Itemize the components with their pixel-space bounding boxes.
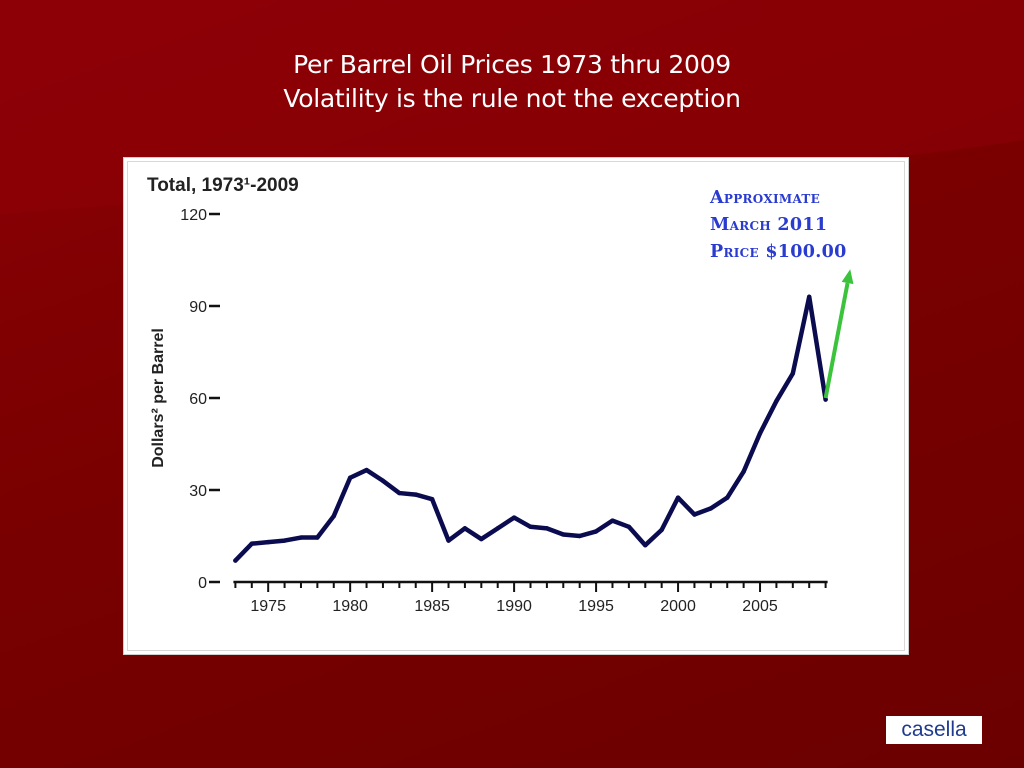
data-point-1984 — [413, 492, 418, 497]
data-point-2003 — [725, 495, 730, 500]
data-point-1978 — [315, 535, 320, 540]
annotation-line2: March 2011 — [710, 215, 828, 235]
y-tick-label: 30 — [189, 483, 207, 500]
y-tick-label: 60 — [189, 391, 207, 408]
chart-inner-border — [127, 161, 905, 651]
data-point-2006 — [774, 398, 779, 404]
data-point-1995 — [593, 529, 599, 534]
data-point-1982 — [380, 478, 386, 483]
data-point-1974 — [249, 541, 254, 546]
data-point-2009 — [823, 397, 828, 402]
data-point-2004 — [741, 469, 746, 474]
y-tick-label: 120 — [180, 207, 207, 224]
series-layer — [233, 294, 828, 563]
series-line-0 — [233, 294, 828, 563]
data-point-2000 — [675, 495, 681, 500]
x-axis: 1975 1980 1985 1990 1995 2000 2005 — [233, 580, 828, 615]
data-point-2002 — [708, 506, 714, 511]
data-point-1983 — [397, 490, 402, 496]
data-point-1985 — [429, 497, 435, 502]
data-point-2007 — [790, 371, 796, 376]
data-point-1979 — [331, 513, 336, 519]
slide-title-line1: Per Barrel Oil Prices 1973 thru 2009 — [293, 50, 731, 79]
data-point-1975 — [265, 539, 271, 545]
data-point-1999 — [659, 527, 664, 533]
data-point-1998 — [643, 543, 648, 548]
data-point-1991 — [528, 524, 533, 529]
data-point-1997 — [626, 524, 632, 529]
data-point-1976 — [282, 538, 287, 543]
y-axis-label: Dollars² per Barrel — [150, 328, 167, 468]
x-tick-label: 1980 — [332, 598, 368, 615]
data-point-1989 — [495, 526, 500, 531]
chart-frame — [123, 157, 909, 655]
data-point-2005 — [757, 431, 763, 436]
data-point-1977 — [298, 535, 304, 540]
data-point-1987 — [462, 526, 468, 531]
data-point-1992 — [544, 526, 550, 531]
data-point-1990 — [511, 515, 517, 520]
data-point-1986 — [446, 538, 451, 543]
annotation-line1: Approximate — [710, 188, 821, 208]
logo-text: casella — [901, 718, 967, 741]
data-point-2001 — [692, 512, 697, 517]
arrow-shaft — [823, 282, 850, 399]
y-axis: 0 30 60 90 120 — [180, 207, 220, 592]
data-point-1996 — [610, 518, 615, 523]
x-tick-label: 1975 — [250, 598, 286, 615]
data-point-1973 — [233, 558, 238, 563]
x-tick-label: 2005 — [742, 598, 778, 615]
y-tick-label: 0 — [198, 575, 207, 592]
data-point-2008 — [807, 294, 812, 299]
slide-title-line2: Volatility is the rule not the exception — [283, 84, 741, 113]
data-point-1993 — [561, 532, 566, 537]
arrow-layer — [823, 269, 854, 399]
x-tick-label: 1985 — [414, 598, 450, 615]
x-tick-label: 2000 — [660, 598, 696, 615]
data-point-1980 — [347, 475, 353, 480]
data-point-1981 — [364, 467, 369, 473]
data-point-1988 — [479, 536, 484, 542]
x-tick-label: 1995 — [578, 598, 614, 615]
data-point-1994 — [577, 533, 582, 539]
chart-title: Total, 1973¹-2009 — [147, 175, 299, 196]
price-annotation: Approximate March 2011 Price $100.00 — [710, 185, 847, 266]
annotation-line3: Price $100.00 — [710, 242, 847, 262]
x-tick-label: 1990 — [496, 598, 532, 615]
arrow-head — [841, 269, 854, 285]
y-tick-label: 90 — [189, 299, 207, 316]
casella-logo: casella — [886, 716, 982, 744]
slide-title: Per Barrel Oil Prices 1973 thru 2009 Vol… — [0, 48, 1024, 116]
